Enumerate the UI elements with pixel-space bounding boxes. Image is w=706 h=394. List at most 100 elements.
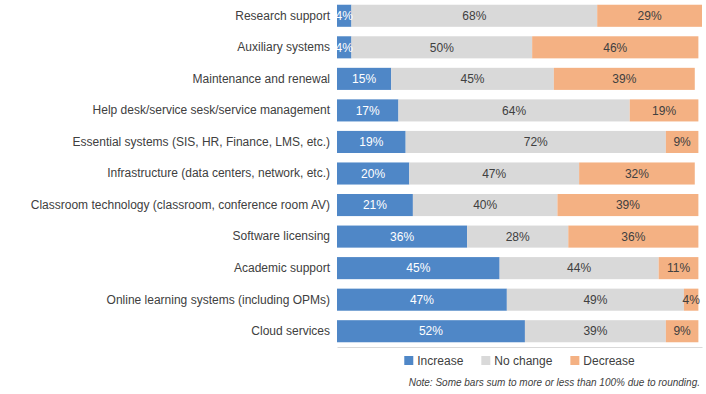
bar-segment xyxy=(666,320,699,342)
tick: Software licensing xyxy=(233,229,330,243)
data-label: 64% xyxy=(502,104,526,118)
x-axis xyxy=(338,347,703,348)
tick-label: Research support xyxy=(235,9,330,23)
tick-label: Academic support xyxy=(234,261,331,275)
data-label: 36% xyxy=(390,230,414,244)
bar-segment xyxy=(659,257,699,279)
data-label: 4% xyxy=(336,41,354,55)
data-label: 15% xyxy=(352,72,376,86)
data-label: 20% xyxy=(361,167,385,181)
y-axis: Research support Auxiliary systems Mainten… xyxy=(31,9,331,338)
bar-segment xyxy=(398,99,629,121)
plot: 4% 4% 15% 17% 19% 20% 21% 36% 45% 47% 52% 68% 50% 45%… xyxy=(31,5,703,348)
data-label: 4% xyxy=(336,9,354,23)
legend-label: No change xyxy=(494,354,552,368)
legend-item: Increase xyxy=(404,354,463,368)
bar-segment xyxy=(597,5,702,27)
data-label: 72% xyxy=(524,135,548,149)
legend-label: Decrease xyxy=(583,354,635,368)
bar-segment xyxy=(337,226,467,248)
legend-swatch xyxy=(404,356,413,365)
data-label: 45% xyxy=(461,72,485,86)
data-label: 45% xyxy=(406,261,430,275)
data-label: 50% xyxy=(430,41,454,55)
data-label: 11% xyxy=(667,261,690,275)
tick-label: Classroom technology (classroom, confere… xyxy=(31,198,330,212)
data-label: 36% xyxy=(621,230,645,244)
chart: 4% 4% 15% 17% 19% 20% 21% 36% 45% 47% 52% 68% 50% 45%… xyxy=(0,0,706,394)
bar-segment xyxy=(579,162,695,184)
data-label: 39% xyxy=(616,198,640,212)
bar-segment xyxy=(666,131,699,153)
data-label: 17% xyxy=(356,104,380,118)
tick: Cloud services xyxy=(251,324,330,338)
bar-segment xyxy=(337,99,398,121)
data-label: 4% xyxy=(682,293,700,307)
tick: Maintenance and renewal xyxy=(193,72,330,86)
bar-segment xyxy=(337,320,525,342)
bar-segment xyxy=(500,257,659,279)
data-label: 44% xyxy=(567,261,591,275)
tick: Online learning systems (including OPMs) xyxy=(107,293,330,307)
data-label: 9% xyxy=(673,324,691,338)
bar-segment xyxy=(557,194,698,216)
bar-segment xyxy=(337,131,406,153)
bar-segment xyxy=(337,194,413,216)
data-label: 47% xyxy=(482,167,506,181)
tick: Auxiliary systems xyxy=(237,40,330,54)
data-label: 29% xyxy=(638,9,662,23)
tick-label: Help desk/service sesk/service managemen… xyxy=(93,103,331,117)
bar-segment xyxy=(507,289,684,311)
tick: Help desk/service sesk/service managemen… xyxy=(93,103,331,117)
data-label: 39% xyxy=(612,72,636,86)
bar-segment xyxy=(409,162,579,184)
bar-segment xyxy=(525,320,666,342)
bar-segment xyxy=(391,68,554,90)
tick: Essential systems (SIS, HR, Finance, LMS… xyxy=(73,135,330,149)
bar-segment xyxy=(406,131,666,153)
legend-item: Decrease xyxy=(570,354,635,368)
bar-segment xyxy=(554,68,695,90)
bar-segment xyxy=(413,194,558,216)
data-label: 46% xyxy=(603,41,627,55)
tick: Research support xyxy=(235,9,330,23)
tick-label: Essential systems (SIS, HR, Finance, LMS… xyxy=(73,135,330,149)
legend: Increase No change Decrease xyxy=(404,354,635,368)
data-label: 49% xyxy=(583,293,607,307)
bar-segment xyxy=(351,36,532,58)
bar-segment xyxy=(337,289,507,311)
tick-label: Maintenance and renewal xyxy=(193,72,330,86)
tick-label: Software licensing xyxy=(233,229,330,243)
data-label: 28% xyxy=(506,230,530,244)
bar-segment xyxy=(337,68,391,90)
bar-segment xyxy=(568,226,698,248)
tick: Infrastructure (data centers, network, e… xyxy=(107,166,330,180)
bar-segment xyxy=(532,36,698,58)
tick: Academic support xyxy=(234,261,331,275)
bars xyxy=(337,5,702,343)
legend-swatch xyxy=(481,356,490,365)
tick-label: Auxiliary systems xyxy=(237,40,330,54)
data-label: 39% xyxy=(583,324,607,338)
data-label: 21% xyxy=(363,198,387,212)
data-label: 52% xyxy=(419,324,443,338)
tick-label: Online learning systems (including OPMs) xyxy=(107,293,330,307)
bar-segment xyxy=(337,257,500,279)
data-label: 40% xyxy=(473,198,497,212)
annotations: Note: Some bars sum to more or less than… xyxy=(409,377,700,388)
note: Note: Some bars sum to more or less than… xyxy=(409,377,700,388)
tick: Classroom technology (classroom, confere… xyxy=(31,198,330,212)
legend-item: No change xyxy=(481,354,552,368)
data-label: 68% xyxy=(462,9,486,23)
data-labels: 4% 4% 15% 17% 19% 20% 21% 36% 45% 47% 52% 68% 50% 45%… xyxy=(336,9,701,338)
data-label: 32% xyxy=(625,167,649,181)
bar-segment xyxy=(351,5,597,27)
bar-segment xyxy=(630,99,699,121)
bar-segment xyxy=(337,162,409,184)
legend-swatch xyxy=(570,356,579,365)
data-label: 19% xyxy=(652,104,676,118)
data-label: 19% xyxy=(359,135,383,149)
legend-label: Increase xyxy=(417,354,463,368)
axis-line xyxy=(338,347,703,348)
tick-label: Cloud services xyxy=(251,324,330,338)
